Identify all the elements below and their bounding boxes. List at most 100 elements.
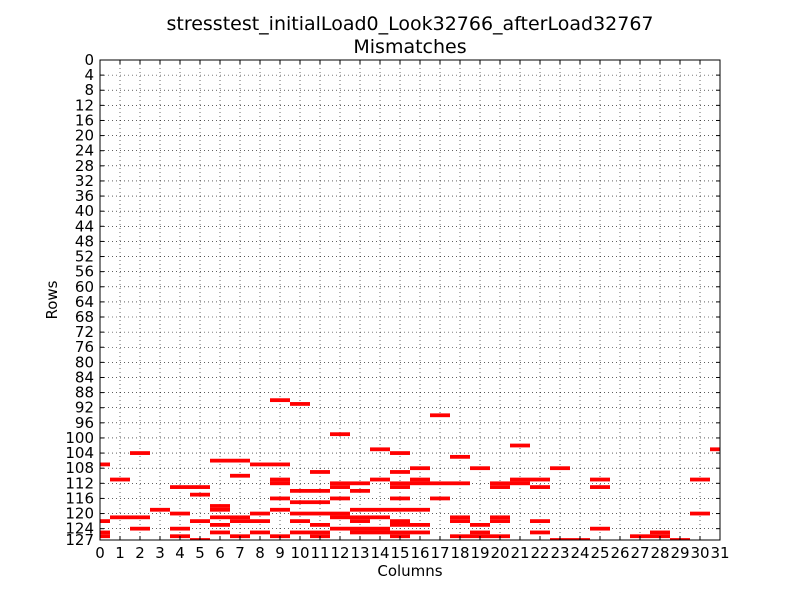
x-tick-label: 9 bbox=[275, 544, 285, 562]
mismatch-cell bbox=[470, 466, 490, 471]
x-tick-label: 29 bbox=[670, 544, 689, 562]
mismatch-cell bbox=[230, 458, 250, 463]
mismatch-cell bbox=[330, 432, 350, 437]
y-tick-label: 12 bbox=[75, 96, 94, 114]
mismatch-cell bbox=[190, 492, 210, 497]
mismatch-cell bbox=[330, 526, 350, 531]
mismatch-cell bbox=[430, 413, 450, 418]
x-tick-label: 20 bbox=[490, 544, 509, 562]
y-tick-label: 84 bbox=[75, 368, 94, 386]
y-axis-label: Rows bbox=[43, 280, 61, 319]
mismatch-cell bbox=[210, 522, 230, 527]
mismatch-cell bbox=[690, 477, 710, 482]
x-tick-label: 5 bbox=[195, 544, 205, 562]
mismatch-cell bbox=[390, 496, 410, 501]
mismatch-cell bbox=[530, 477, 550, 482]
mismatch-cell bbox=[350, 515, 370, 520]
x-tick-label: 0 bbox=[95, 544, 105, 562]
mismatch-cell bbox=[330, 485, 350, 489]
mismatch-cell bbox=[590, 526, 610, 531]
mismatch-cell bbox=[170, 485, 190, 489]
mismatch-cell bbox=[290, 519, 310, 523]
grid-lines bbox=[99, 59, 721, 541]
mismatch-cell bbox=[490, 519, 510, 523]
x-tick-label: 14 bbox=[370, 544, 389, 562]
y-tick-label: 116 bbox=[65, 489, 94, 507]
mismatch-cell bbox=[390, 519, 410, 523]
x-tick-label: 3 bbox=[155, 544, 165, 562]
y-tick-label: 76 bbox=[75, 338, 94, 356]
x-tick-label: 27 bbox=[630, 544, 649, 562]
mismatch-cell bbox=[330, 496, 350, 501]
mismatch-cell bbox=[410, 522, 430, 527]
mismatch-cell bbox=[450, 519, 470, 523]
mismatch-cell bbox=[390, 470, 410, 474]
y-tick-label: 80 bbox=[75, 353, 94, 371]
mismatch-cell bbox=[390, 451, 410, 455]
mismatch-cell bbox=[210, 504, 230, 508]
mismatch-cell bbox=[370, 530, 390, 535]
mismatch-cell bbox=[590, 477, 610, 482]
mismatch-cell bbox=[650, 530, 670, 535]
mismatch-cell bbox=[410, 507, 430, 512]
x-tick-label: 25 bbox=[590, 544, 609, 562]
x-tick-label: 19 bbox=[470, 544, 489, 562]
mismatch-cell bbox=[250, 511, 270, 516]
y-tick-label: 124 bbox=[65, 520, 94, 538]
mismatch-cell bbox=[390, 485, 410, 489]
mismatch-cell bbox=[530, 485, 550, 489]
mismatch-cell bbox=[490, 481, 510, 486]
mismatch-cell bbox=[410, 466, 430, 471]
mismatch-cell bbox=[210, 507, 230, 512]
x-tick-label: 22 bbox=[530, 544, 549, 562]
mismatch-cell bbox=[270, 398, 290, 403]
mismatch-cell bbox=[230, 473, 250, 478]
x-axis-label: Columns bbox=[377, 562, 442, 580]
y-tick-label: 68 bbox=[75, 308, 94, 326]
x-tick-label: 30 bbox=[690, 544, 709, 562]
y-tick-label: 52 bbox=[75, 248, 94, 266]
mismatch-cell bbox=[110, 477, 130, 482]
x-tick-label: 17 bbox=[430, 544, 449, 562]
y-tick-label: 4 bbox=[84, 66, 94, 84]
mismatch-cell bbox=[350, 530, 370, 535]
mismatch-cell bbox=[270, 477, 290, 482]
mismatch-cell bbox=[100, 534, 110, 539]
y-tick-label: 16 bbox=[75, 111, 94, 129]
y-tick-label: 64 bbox=[75, 293, 94, 311]
x-tick-labels: 0 1 2 3 4 5 6 7 8 9 10 11 12 13 14 15 16 17 18 19 20 21 22 23 24… bbox=[95, 544, 729, 562]
y-tick-label: 120 bbox=[65, 505, 94, 523]
y-tick-label: 72 bbox=[75, 323, 94, 341]
mismatch-cell bbox=[250, 530, 270, 535]
mismatch-cell bbox=[430, 481, 450, 486]
y-tick-label: 108 bbox=[65, 459, 94, 477]
mismatch-cell bbox=[210, 458, 230, 463]
y-tick-label: 40 bbox=[75, 202, 94, 220]
mismatch-cell bbox=[270, 507, 290, 512]
mismatch-cell bbox=[310, 488, 330, 493]
mismatch-cell bbox=[350, 481, 370, 486]
y-tick-label: 104 bbox=[65, 444, 94, 462]
mismatch-cell bbox=[530, 519, 550, 523]
mismatch-cell bbox=[290, 402, 310, 406]
mismatch-cell bbox=[230, 519, 250, 523]
x-tick-label: 7 bbox=[235, 544, 245, 562]
mismatch-cell bbox=[100, 462, 110, 467]
chart-title-line1: stresstest_initialLoad0_Look32766_afterL… bbox=[166, 13, 653, 35]
mismatch-cell bbox=[390, 522, 410, 527]
mismatch-cell bbox=[430, 496, 450, 501]
x-tick-label: 2 bbox=[135, 544, 145, 562]
mismatch-cell bbox=[470, 522, 490, 527]
y-tick-label: 56 bbox=[75, 263, 94, 281]
x-tick-label: 31 bbox=[710, 544, 729, 562]
y-tick-label: 127 bbox=[65, 531, 94, 549]
plot-frame bbox=[99, 59, 721, 541]
x-tick-label: 13 bbox=[350, 544, 369, 562]
mismatch-cell bbox=[690, 511, 710, 516]
mismatch-cell bbox=[310, 511, 330, 516]
mismatch-cell bbox=[130, 451, 150, 455]
mismatch-cell bbox=[100, 530, 110, 535]
x-tick-label: 10 bbox=[290, 544, 309, 562]
mismatch-cell bbox=[210, 515, 230, 520]
